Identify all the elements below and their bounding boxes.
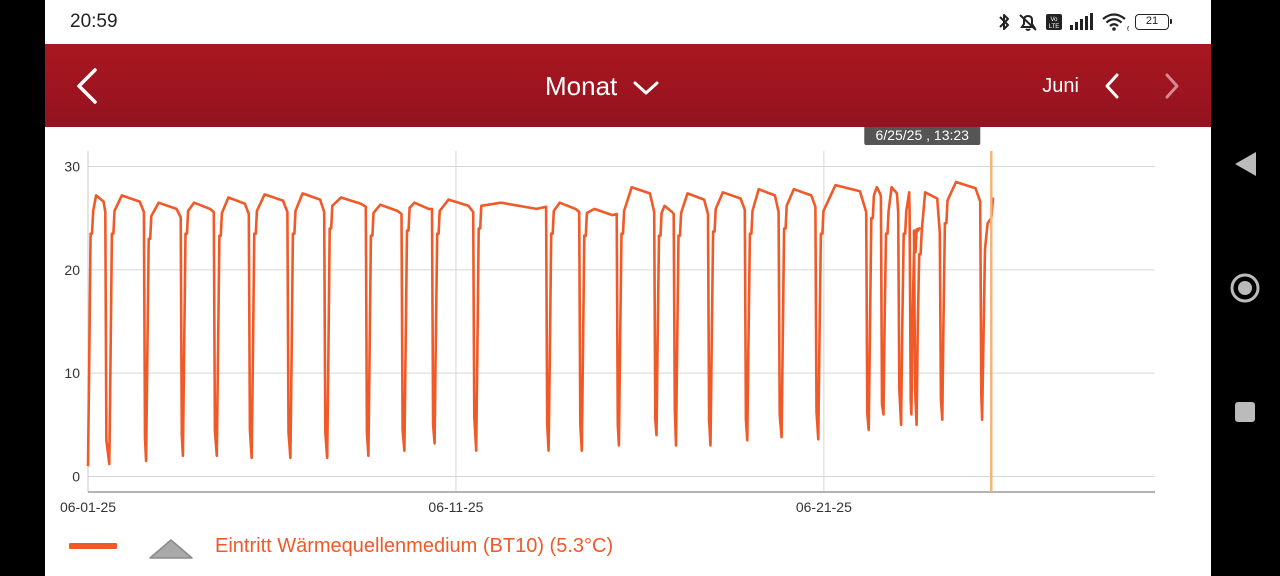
mute-icon	[1019, 14, 1037, 31]
svg-text:LTE: LTE	[1049, 24, 1060, 30]
y-tick-label: 10	[64, 365, 80, 381]
chart-area[interactable]: 0 10 20 30 06-01-25 06-11-25 06-21-25 6/25/25 ,…	[45, 125, 1211, 527]
legend-series-label: Eintritt Wärmequellenmedium (BT10) (5.3°…	[215, 535, 614, 557]
x-tick-label: 06-01-25	[60, 499, 116, 515]
status-bar: 20:59 Vo LTE	[45, 0, 1211, 44]
chevron-left-icon	[77, 68, 97, 104]
line-chart[interactable]: 0 10 20 30 06-01-25 06-11-25 06-21-25 6/25/25 ,…	[45, 125, 1211, 527]
status-time: 20:59	[70, 11, 118, 32]
chevron-right-icon	[1165, 73, 1179, 99]
x-tick-label: 06-11-25	[428, 499, 483, 515]
month-label: Juni	[1042, 74, 1079, 97]
legend-line-swatch	[69, 543, 117, 549]
legend: Eintritt Wärmequellenmedium (BT10) (5.3°…	[45, 527, 1211, 567]
period-dropdown[interactable]: Monat	[545, 64, 661, 108]
x-tick-label: 06-21-25	[796, 499, 852, 515]
volte-icon: Vo LTE	[1046, 14, 1062, 30]
svg-text:6: 6	[1127, 26, 1129, 32]
y-tick-label: 0	[72, 469, 80, 485]
square-recents-icon[interactable]	[1234, 401, 1256, 423]
period-label: Monat	[545, 70, 618, 101]
svg-text:Vo: Vo	[1050, 17, 1058, 23]
previous-month-button[interactable]	[1091, 64, 1135, 108]
series-line-bt10	[86, 180, 995, 467]
cursor-tooltip-box	[864, 125, 981, 145]
wifi-icon: 6	[1102, 13, 1129, 32]
next-month-button[interactable]	[1149, 64, 1193, 108]
status-icons: Vo LTE 6 21	[997, 11, 1172, 33]
signal-icon	[1070, 13, 1093, 30]
bluetooth-icon	[999, 14, 1009, 30]
circle-home-icon[interactable]	[1229, 272, 1261, 304]
battery-level: 21	[1145, 15, 1159, 27]
y-tick-label: 20	[64, 262, 80, 278]
cursor-tooltip-label: 6/25/25 , 13:23	[876, 127, 970, 143]
battery-icon: 21	[1135, 14, 1172, 30]
chevron-down-icon	[633, 81, 659, 95]
area-chart-toggle-icon[interactable]	[147, 535, 195, 561]
chevron-left-icon	[1105, 73, 1119, 99]
app-bar: Monat Juni	[45, 44, 1211, 127]
y-tick-label: 30	[64, 159, 80, 175]
navigation-bar	[1211, 0, 1280, 576]
phone-screen: 20:59 Vo LTE	[45, 0, 1211, 576]
back-button[interactable]	[67, 64, 111, 108]
month-navigator: Juni	[1042, 64, 1193, 108]
triangle-back-icon[interactable]	[1233, 150, 1259, 178]
